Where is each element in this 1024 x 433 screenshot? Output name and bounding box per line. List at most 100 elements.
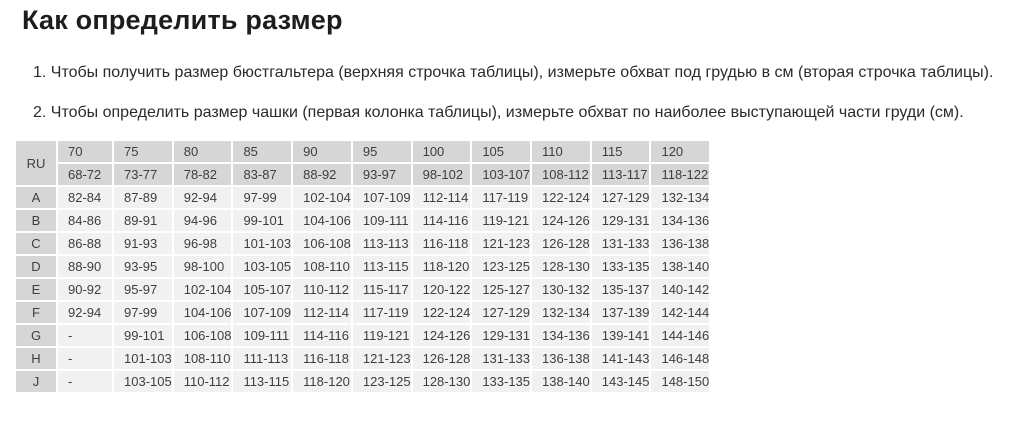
size-range-cell: 96-98: [173, 233, 232, 254]
size-range-cell: 92-94: [58, 302, 112, 323]
size-range-cell: 126-128: [412, 348, 471, 369]
size-range-cell: 112-114: [293, 302, 351, 323]
size-range-cell: 108-110: [173, 348, 232, 369]
size-range-cell: 101-103: [114, 348, 172, 369]
size-range-cell: 82-84: [58, 187, 112, 208]
underbust-range-cell: 78-82: [173, 164, 232, 185]
size-range-cell: 114-116: [293, 325, 351, 346]
cup-row-C: C 86-88 91-93 96-98 101-103 106-108 113-113 116…: [16, 233, 710, 254]
size-range-cell: 110-112: [293, 279, 351, 300]
underbust-range-cell: 73-77: [114, 164, 172, 185]
size-range-cell: 113-115: [352, 256, 411, 277]
cup-label-cell: G: [16, 325, 56, 346]
underbust-range-cell: 103-107: [472, 164, 531, 185]
cup-label-cell: J: [16, 371, 56, 392]
cup-label-cell: E: [16, 279, 56, 300]
size-range-cell: 139-141: [591, 325, 650, 346]
size-range-cell: 91-93: [114, 233, 172, 254]
size-range-cell: 123-125: [472, 256, 531, 277]
underbust-range-cell: 93-97: [352, 164, 411, 185]
size-range-cell: 99-101: [233, 210, 292, 231]
size-range-cell: 124-126: [412, 325, 471, 346]
size-range-cell: 112-114: [412, 187, 471, 208]
size-range-cell: 125-127: [472, 279, 531, 300]
cup-row-A: A 82-84 87-89 92-94 97-99 102-104 107-109 112-1…: [16, 187, 710, 208]
cup-label-cell: H: [16, 348, 56, 369]
size-range-cell: 111-113: [233, 348, 292, 369]
size-range-cell: 108-110: [293, 256, 351, 277]
underbust-range-cell: 68-72: [58, 164, 112, 185]
instructions-list: 1. Чтобы получить размер бюстгальтера (в…: [0, 63, 1024, 122]
size-range-cell: 103-105: [114, 371, 172, 392]
size-range-cell: 118-120: [293, 371, 351, 392]
instruction-item-2: 2. Чтобы определить размер чашки (первая…: [33, 104, 964, 121]
size-range-cell: 105-107: [233, 279, 292, 300]
underbust-range-row: 68-72 73-77 78-82 83-87 88-92 93-97 98-102 103-…: [16, 164, 710, 185]
size-range-cell: 129-131: [591, 210, 650, 231]
size-range-cell: 110-112: [173, 371, 232, 392]
size-range-cell: 107-109: [352, 187, 411, 208]
size-guide-section: Как определить размер 1. Чтобы получить …: [0, 4, 1024, 394]
size-range-cell: 97-99: [233, 187, 292, 208]
underbust-range-cell: 88-92: [293, 164, 351, 185]
size-range-cell: 117-119: [472, 187, 531, 208]
size-range-cell: 144-146: [651, 325, 710, 346]
size-range-cell: 116-118: [412, 233, 471, 254]
size-range-cell: 117-119: [352, 302, 411, 323]
band-size-cell: 75: [114, 141, 172, 162]
size-range-cell: 131-133: [591, 233, 650, 254]
underbust-range-cell: 108-112: [532, 164, 590, 185]
cup-label-cell: C: [16, 233, 56, 254]
size-range-cell: 142-144: [651, 302, 710, 323]
cup-row-J: J -103-105 110-112 113-115 118-120 123-125 128…: [16, 371, 710, 392]
cup-row-D: D 88-90 93-95 98-100 103-105 108-110 113-115 11…: [16, 256, 710, 277]
size-range-cell: 122-124: [412, 302, 471, 323]
size-range-cell: 104-106: [173, 302, 232, 323]
size-range-cell: 121-123: [472, 233, 531, 254]
size-range-cell: 116-118: [293, 348, 351, 369]
band-size-cell: 110: [532, 141, 590, 162]
size-range-cell: 102-104: [293, 187, 351, 208]
size-range-cell: 137-139: [591, 302, 650, 323]
size-range-cell: 93-95: [114, 256, 172, 277]
size-range-cell: 121-123: [352, 348, 411, 369]
underbust-range-cell: 98-102: [412, 164, 471, 185]
size-range-cell: 109-111: [233, 325, 292, 346]
page-title: Как определить размер: [22, 5, 343, 35]
underbust-range-cell: 83-87: [233, 164, 292, 185]
size-range-cell: 133-135: [591, 256, 650, 277]
size-range-cell: 126-128: [532, 233, 590, 254]
band-size-cell: 85: [233, 141, 292, 162]
band-size-row: RU 70 75 80 85 90 95 100 105 110 115 120: [16, 141, 710, 185]
size-range-cell: 106-108: [173, 325, 232, 346]
size-range-cell: 87-89: [114, 187, 172, 208]
size-range-cell: 113-115: [233, 371, 292, 392]
band-size-cell: 80: [173, 141, 232, 162]
cup-label-cell: A: [16, 187, 56, 208]
size-range-cell: 102-104: [173, 279, 232, 300]
size-range-cell: 119-121: [352, 325, 411, 346]
size-range-cell: 138-140: [651, 256, 710, 277]
size-range-cell: 92-94: [173, 187, 232, 208]
size-range-cell: 146-148: [651, 348, 710, 369]
size-range-cell: 135-137: [591, 279, 650, 300]
size-range-cell: 131-133: [472, 348, 531, 369]
size-range-cell: 115-117: [352, 279, 411, 300]
band-size-cell: 105: [472, 141, 531, 162]
size-range-cell: 101-103: [233, 233, 292, 254]
size-range-cell: 138-140: [532, 371, 590, 392]
cup-label-cell: F: [16, 302, 56, 323]
size-range-cell: 84-86: [58, 210, 112, 231]
corner-cell-ru: RU: [16, 141, 56, 185]
size-range-cell: 88-90: [58, 256, 112, 277]
size-range-cell: 122-124: [532, 187, 590, 208]
underbust-range-cell: 118-122: [651, 164, 710, 185]
size-range-cell: 86-88: [58, 233, 112, 254]
size-range-cell: 106-108: [293, 233, 351, 254]
band-size-cell: 100: [412, 141, 471, 162]
size-range-cell: 143-145: [591, 371, 650, 392]
size-range-cell: 109-111: [352, 210, 411, 231]
size-range-cell: 130-132: [532, 279, 590, 300]
size-range-cell: 124-126: [532, 210, 590, 231]
size-range-cell: 148-150: [651, 371, 710, 392]
